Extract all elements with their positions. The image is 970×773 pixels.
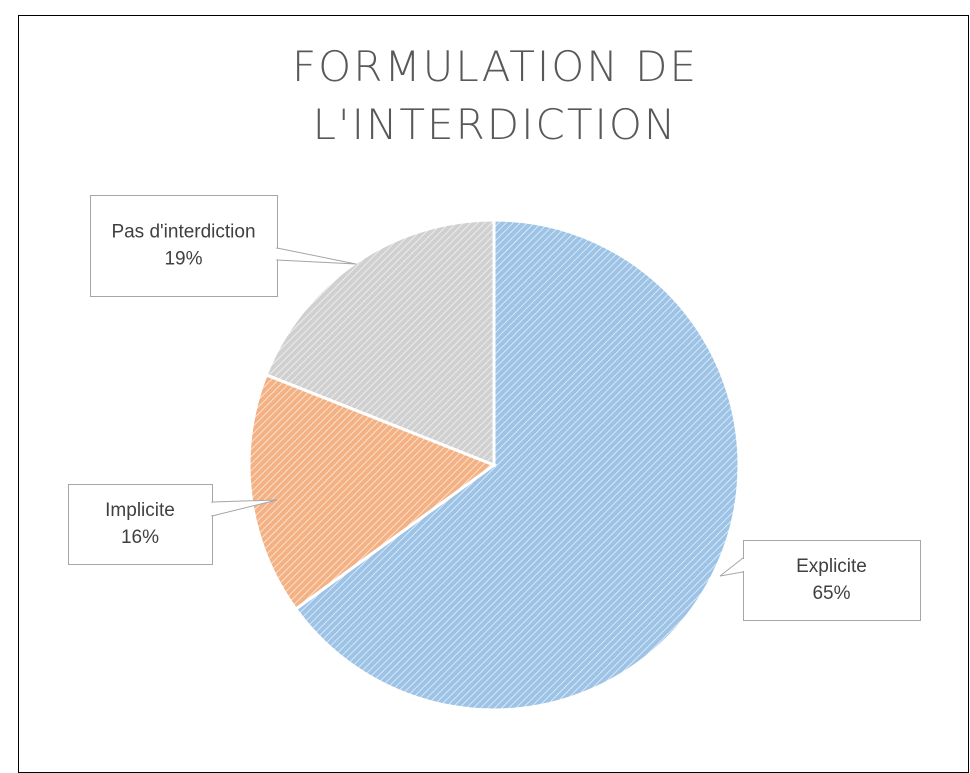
data-label-name: Explicite — [796, 556, 867, 577]
callout-box — [90, 195, 278, 297]
data-label-value: 65% — [812, 583, 850, 604]
data-label-name: Pas d'interdiction — [111, 222, 255, 243]
callout-box — [743, 540, 921, 621]
pie-slice — [247, 372, 498, 612]
data-label-value: 16% — [121, 527, 159, 548]
pie-slice — [293, 218, 741, 712]
callout-box — [68, 484, 213, 565]
chart-title: FORMULATION DE L'INTERDICTION — [292, 42, 698, 149]
pie-slice — [264, 218, 496, 468]
data-label-name: Implicite — [105, 500, 175, 521]
data-label-value: 19% — [164, 249, 202, 270]
